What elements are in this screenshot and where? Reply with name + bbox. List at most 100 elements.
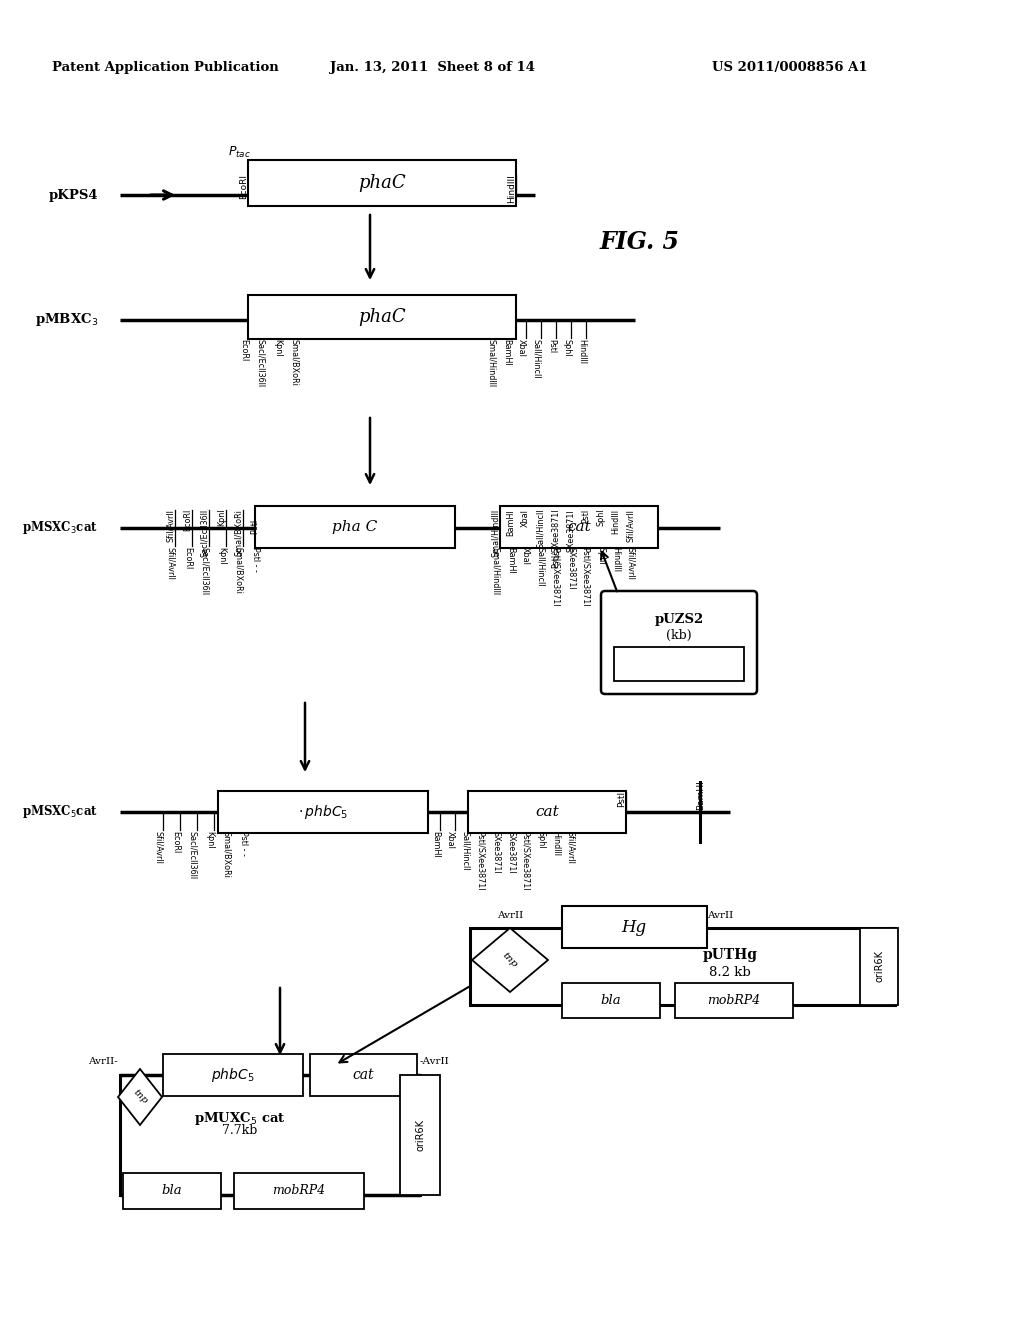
Text: SalI/HincII: SalI/HincII [536,510,545,549]
Bar [860,928,898,1005]
Text: AvrII: AvrII [707,911,733,920]
Text: SXee3871I: SXee3871I [490,832,500,874]
Text: oriR6K: oriR6K [415,1119,425,1151]
Text: SmaI/HindIII: SmaI/HindIII [487,339,496,387]
Text: SfiI/AvrII: SfiI/AvrII [566,832,575,863]
Text: PstI: PstI [581,510,590,523]
Text: pKPS4: pKPS4 [48,189,98,202]
Bar [255,506,455,548]
Text: $phbC_5$: $phbC_5$ [657,655,700,673]
Bar [248,160,516,206]
Text: cat: cat [352,1068,374,1082]
Text: BamHI: BamHI [502,339,511,366]
Bar [310,1053,417,1096]
Text: cat: cat [567,520,591,535]
Text: Hg: Hg [622,919,646,936]
Polygon shape [472,928,548,993]
Text: SfiI/AvrII: SfiI/AvrII [166,510,175,543]
Text: KpnI: KpnI [217,546,226,565]
Text: EcoRI: EcoRI [183,510,193,531]
Text: HindIII: HindIII [507,174,516,203]
Text: SmaI/BXoRi: SmaI/BXoRi [290,339,299,385]
Text: SphI: SphI [596,510,605,527]
Text: tnp: tnp [131,1088,148,1106]
Text: SmaI/HindIII: SmaI/HindIII [490,546,500,595]
Text: XbaI: XbaI [521,510,530,527]
Text: KpnI: KpnI [273,339,282,356]
Text: $\cdot\, phbC_5$: $\cdot\, phbC_5$ [298,803,348,821]
Bar [248,294,516,339]
Text: HindIII: HindIII [551,832,560,855]
Text: PstI/SXee3871I: PstI/SXee3871I [521,832,530,891]
Bar [675,983,793,1018]
Text: PstI/SXee3871I: PstI/SXee3871I [551,510,560,569]
Text: $phbC_5$: $phbC_5$ [211,1067,255,1084]
Text: FIG. 5: FIG. 5 [600,230,680,253]
Text: bla: bla [162,1184,182,1197]
Text: 7.7kb: 7.7kb [222,1123,258,1137]
Bar [218,791,428,833]
Text: PstI - -: PstI - - [251,510,260,533]
Text: mobRP4: mobRP4 [708,994,761,1006]
Text: SphI: SphI [536,832,545,849]
Text: PstI - -: PstI - - [239,832,248,855]
Text: SacI/EclI36II: SacI/EclI36II [256,339,265,387]
Bar [400,1074,440,1195]
Text: BamHI: BamHI [506,546,515,574]
Text: pMSXC$_5$cat: pMSXC$_5$cat [23,804,98,821]
Text: Patent Application Publication: Patent Application Publication [52,62,279,74]
Text: SXee3871I: SXee3871I [566,546,575,590]
Text: EcoRI: EcoRI [239,174,248,199]
Text: SfiI/AvrII: SfiI/AvrII [626,546,635,579]
Text: -AvrII: -AvrII [420,1057,450,1067]
Bar [500,506,658,548]
Text: HindIII: HindIII [577,339,586,364]
Text: EcoRI: EcoRI [239,339,248,362]
Text: KpnI: KpnI [205,832,214,849]
Text: $P_{tac}$: $P_{tac}$ [228,145,251,160]
Text: SmaI/HindIII: SmaI/HindIII [490,510,500,557]
Text: SalI/HincII: SalI/HincII [536,546,545,586]
Text: SfiI/AvrII: SfiI/AvrII [154,832,163,863]
Text: PstI/SXee3871I: PstI/SXee3871I [581,546,590,606]
Text: pMSXC$_3$cat: pMSXC$_3$cat [23,520,98,536]
Text: SXee3871I: SXee3871I [566,510,575,552]
Text: HindIII: HindIII [611,546,620,572]
Text: SacI/EclI36II: SacI/EclI36II [200,546,209,595]
Text: SXee3871I: SXee3871I [506,832,515,874]
Text: BamHI: BamHI [506,510,515,536]
Text: PstI: PstI [617,791,626,807]
Text: pUTHg: pUTHg [702,948,758,962]
Text: SalI/HincII: SalI/HincII [532,339,541,379]
Bar [234,1173,364,1209]
Text: bla: bla [601,994,622,1006]
Text: KpnI: KpnI [217,510,226,527]
Text: HindIII: HindIII [611,510,620,535]
Text: pMUXC$_5$ cat: pMUXC$_5$ cat [195,1110,286,1127]
Polygon shape [118,1069,162,1125]
Text: pMBXC$_3$: pMBXC$_3$ [35,312,98,329]
Text: SfiI/AvrII: SfiI/AvrII [626,510,635,543]
Bar [614,647,744,681]
Text: pha C: pha C [333,520,378,535]
Text: SacI/EclI36II: SacI/EclI36II [200,510,209,557]
Text: cat: cat [536,805,559,818]
Bar [163,1053,303,1096]
Bar [123,1173,221,1209]
Text: PstI: PstI [547,339,556,354]
Text: SmaI/BXoRi: SmaI/BXoRi [222,832,231,878]
Text: US 2011/0008856 A1: US 2011/0008856 A1 [712,62,867,74]
Text: EcoRI: EcoRI [171,832,180,853]
Text: BamHI: BamHI [696,780,705,809]
Text: SmaI/BXoRi: SmaI/BXoRi [234,510,243,556]
Text: XbaI: XbaI [517,339,526,356]
Text: phaC: phaC [358,174,406,191]
Text: tnp: tnp [501,950,519,969]
Text: SphI: SphI [596,546,605,565]
Bar [562,906,707,948]
Text: XbaI: XbaI [521,546,530,565]
Text: AvrII-: AvrII- [88,1057,118,1067]
Text: pUZS2: pUZS2 [654,612,703,626]
Text: oriR6K: oriR6K [874,950,884,982]
Bar [562,983,660,1018]
